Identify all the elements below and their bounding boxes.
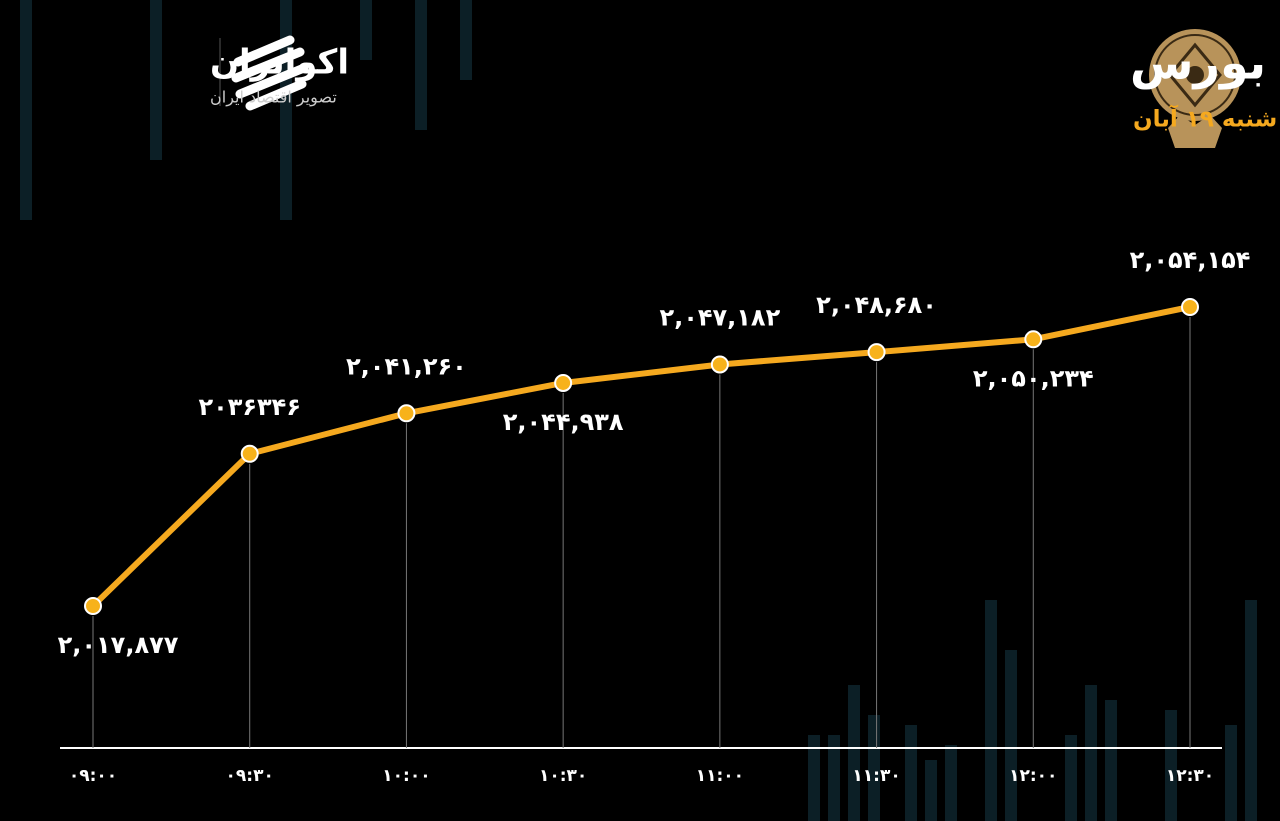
x-tick-label: ۱۱:۳۰ xyxy=(852,766,900,786)
brand-name: اکوایران xyxy=(210,43,349,83)
brand-tagline: تصویر اقتصاد ایران xyxy=(210,88,337,108)
chart-title: روند شاخص کل بورس xyxy=(1130,36,1280,90)
chart-subtitle: شنبه ۱۹ آبان xyxy=(1133,104,1277,133)
x-tick-label: ۱۰:۳۰ xyxy=(539,766,587,786)
line xyxy=(90,304,1191,609)
point xyxy=(240,444,259,463)
x-tick-label: ۱۲:۰۰ xyxy=(1009,766,1057,786)
value-label: ۲,۰۴۸,۶۸۰ xyxy=(816,291,937,319)
value-label: ۲,۰۴۷,۱۸۲ xyxy=(659,303,780,331)
value-label: ۲,۰۴۴,۹۳۸ xyxy=(503,408,624,436)
point xyxy=(710,355,729,374)
value-label: ۲,۰۵۴,۱۵۴ xyxy=(1130,246,1251,274)
logo xyxy=(219,35,309,111)
x-tick-label: ۱۲:۳۰ xyxy=(1166,766,1214,786)
point xyxy=(1024,330,1043,349)
point xyxy=(1181,298,1199,316)
x-tick-label: ۰۹:۰۰ xyxy=(69,766,117,786)
point xyxy=(397,404,416,423)
point xyxy=(867,343,886,362)
point xyxy=(554,373,573,392)
x-tick-label: ۱۱:۰۰ xyxy=(696,766,744,786)
x-tick-label: ۱۰:۰۰ xyxy=(382,766,430,786)
emblem xyxy=(1149,29,1241,148)
decoration xyxy=(20,0,1257,821)
value-label: ۲,۰۵۰,۲۳۴ xyxy=(973,364,1094,392)
value-label: ۲,۰۱۷,۸۷۷ xyxy=(58,631,179,659)
x-tick-label: ۰۹:۳۰ xyxy=(226,766,274,786)
value-label: ۲۰۳۶۳۴۶ xyxy=(198,393,301,421)
point xyxy=(84,597,102,615)
value-label: ۲,۰۴۱,۲۶۰ xyxy=(346,352,467,380)
